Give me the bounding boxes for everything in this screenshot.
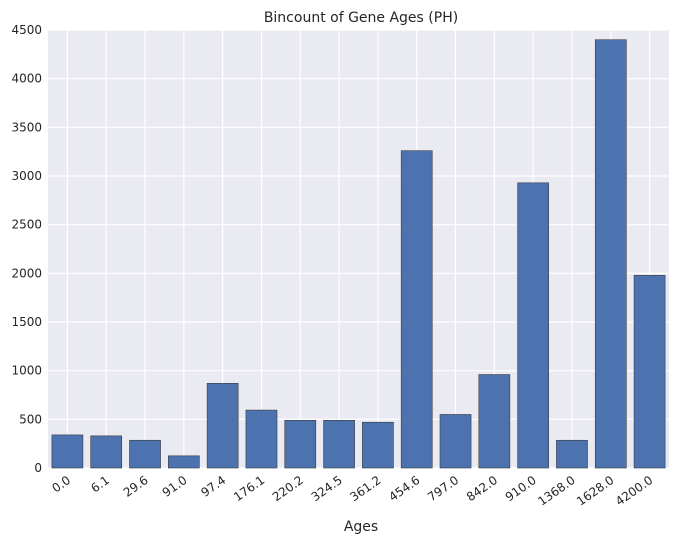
bar-797.0: [439, 414, 472, 469]
y-tick-label: 1000: [11, 364, 42, 378]
bar-4200.0: [633, 274, 666, 469]
bar-842.0: [478, 374, 511, 469]
bar-1628.0: [594, 39, 627, 469]
x-tick-label: 0.0: [49, 473, 73, 495]
x-tick-label: 842.0: [464, 473, 500, 504]
x-tick-label: 361.2: [347, 473, 383, 504]
x-tick-label: 1628.0: [574, 473, 616, 509]
y-tick-label: 500: [19, 412, 42, 426]
bar-220.2: [284, 420, 317, 469]
bar-910.0: [517, 182, 549, 469]
bar-0.0: [51, 434, 84, 469]
bar-6.1: [90, 435, 123, 469]
x-tick-label: 176.1: [231, 473, 267, 504]
x-tick-labels: 0.0 6.1 29.6 91.0 97.4 176.1 220.2 324.5 361.2 45…: [49, 473, 655, 509]
bar-361.2: [362, 421, 394, 469]
bar-176.1: [245, 409, 278, 469]
bar-454.6: [400, 150, 433, 469]
x-tick-label: 91.0: [160, 473, 190, 500]
x-tick-label: 97.4: [198, 473, 228, 500]
bar-1368.0: [556, 439, 588, 469]
y-tick-label: 2000: [11, 266, 42, 280]
y-tick-label: 0: [34, 461, 42, 475]
y-tick-label: 4500: [11, 23, 42, 37]
bar-29.6: [129, 439, 161, 469]
x-tick-label: 6.1: [88, 473, 112, 495]
chart-title: Bincount of Gene Ages (PH): [264, 10, 458, 26]
plot-area: [48, 30, 669, 468]
x-axis-title: Ages: [344, 519, 378, 535]
y-tick-label: 3500: [11, 120, 42, 134]
y-tick-label: 4000: [11, 72, 42, 86]
bar-324.5: [323, 420, 355, 469]
x-tick-label: 220.2: [270, 473, 306, 504]
y-tick-label: 2500: [11, 218, 42, 232]
bar-97.4: [206, 383, 239, 469]
x-tick-label: 4200.0: [613, 473, 655, 509]
y-tick-label: 1500: [11, 315, 42, 329]
bar-91.0: [168, 455, 200, 469]
x-tick-label: 910.0: [503, 473, 539, 504]
x-tick-label: 324.5: [309, 473, 345, 504]
x-tick-label: 454.6: [386, 473, 422, 504]
bars: [51, 39, 666, 469]
y-tick-labels: 0 500 1000 1500 2000 2500 3000 3500 4000 4500: [11, 23, 42, 475]
y-tick-label: 3000: [11, 169, 42, 183]
x-tick-label: 1368.0: [535, 473, 577, 509]
x-tick-label: 797.0: [425, 473, 461, 504]
x-tick-label: 29.6: [121, 473, 151, 500]
